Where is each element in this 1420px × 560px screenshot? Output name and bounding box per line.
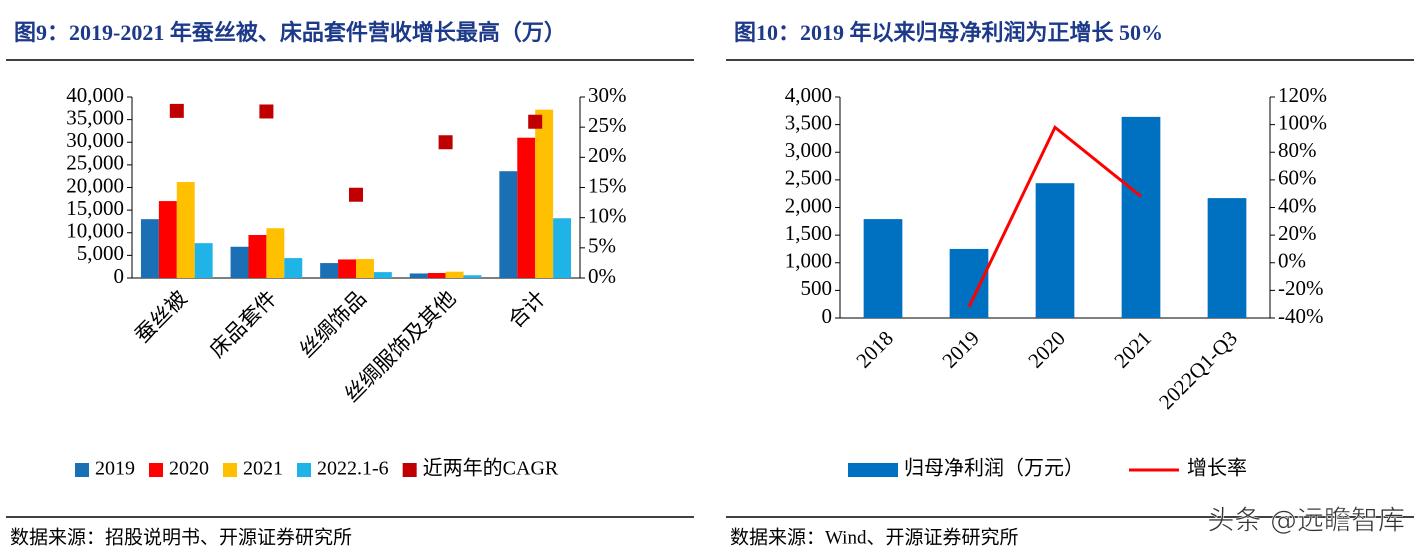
y-tick-label: 5,000 bbox=[77, 241, 124, 265]
bar bbox=[266, 228, 285, 278]
line bbox=[967, 125, 1142, 308]
x-tick-label: 床品套件 bbox=[205, 286, 281, 362]
bar bbox=[445, 271, 464, 278]
watermark: 头条 @远瞻智库 bbox=[1207, 506, 1405, 537]
y2-tick-label: 5% bbox=[588, 234, 616, 258]
y2-tick-label: 0% bbox=[588, 264, 616, 288]
legend-swatch bbox=[223, 463, 237, 477]
y-tick-label: 0 bbox=[114, 264, 125, 288]
y2-tick-label: 20% bbox=[588, 143, 627, 167]
x-tick-label: 蚕丝被 bbox=[130, 286, 192, 348]
x-tick-label: 丝绸饰品 bbox=[295, 286, 371, 362]
bar bbox=[140, 219, 159, 278]
y-tick-label: 30,000 bbox=[66, 128, 124, 152]
legend-swatch bbox=[75, 463, 89, 477]
y-tick-label: 40,000 bbox=[66, 83, 124, 107]
x-tick-label: 2022Q1-Q3 bbox=[1154, 326, 1242, 414]
y-tick-label: 35,000 bbox=[66, 105, 124, 129]
y-tick-label: 10,000 bbox=[66, 219, 124, 243]
bar bbox=[517, 137, 536, 278]
bar bbox=[248, 235, 267, 278]
y-tick-label: 4,000 bbox=[785, 83, 832, 107]
bar bbox=[427, 273, 446, 278]
y2-tick-label: 100% bbox=[1278, 110, 1327, 134]
source: 数据来源：招股说明书、开源证券研究所 bbox=[10, 526, 352, 548]
y-tick-label: 2,000 bbox=[785, 193, 832, 217]
y-tick-label: 0 bbox=[822, 304, 833, 328]
bar bbox=[230, 246, 249, 278]
chart-title: 图10：2019 年以来归母净利润为正增长 50% bbox=[734, 20, 1163, 45]
bar bbox=[356, 258, 374, 278]
scatter-point bbox=[528, 114, 543, 129]
bar bbox=[194, 243, 213, 278]
legend-label: 近两年的CAGR bbox=[423, 457, 559, 480]
y-tick-label: 500 bbox=[801, 276, 833, 300]
bar bbox=[373, 272, 392, 278]
y-tick-label: 20,000 bbox=[66, 173, 124, 197]
legend-swatch bbox=[402, 463, 417, 477]
y-tick-label: 15,000 bbox=[66, 196, 124, 220]
y2-tick-label: 60% bbox=[1278, 166, 1317, 190]
y-tick-label: 3,500 bbox=[785, 110, 832, 134]
y2-tick-label: 25% bbox=[588, 113, 627, 137]
bar bbox=[320, 263, 339, 278]
bar bbox=[863, 219, 903, 318]
bar bbox=[1121, 116, 1161, 318]
scatter-point bbox=[259, 104, 274, 119]
bar bbox=[176, 182, 195, 278]
y2-tick-label: 0% bbox=[1278, 249, 1306, 273]
y2-tick-label: 10% bbox=[588, 203, 627, 227]
y2-tick-label: 120% bbox=[1278, 83, 1327, 107]
scatter-point bbox=[349, 187, 363, 202]
y-tick-label: 2,500 bbox=[785, 166, 832, 190]
x-tick-label: 合计 bbox=[503, 286, 550, 333]
legend-label: 增长率 bbox=[1187, 457, 1247, 480]
legend-label: 2020 bbox=[169, 458, 209, 480]
source: 数据来源：Wind、开源证券研究所 bbox=[730, 526, 1018, 548]
legend-label: 归母净利润（万元） bbox=[904, 457, 1084, 480]
y2-tick-label: 15% bbox=[588, 173, 627, 197]
y-tick-label: 3,000 bbox=[785, 138, 832, 162]
bar bbox=[463, 275, 482, 278]
bar bbox=[499, 171, 518, 278]
legend-swatch bbox=[149, 463, 163, 477]
y-tick-label: 1,500 bbox=[785, 221, 832, 245]
bar bbox=[1207, 198, 1247, 318]
y2-tick-label: 80% bbox=[1278, 138, 1317, 162]
legend-label: 2019 bbox=[95, 458, 135, 480]
legend-swatch bbox=[297, 463, 311, 477]
bar bbox=[409, 273, 428, 278]
bar bbox=[158, 201, 177, 278]
x-tick-label: 2019 bbox=[937, 326, 984, 373]
y2-tick-label: 20% bbox=[1278, 221, 1317, 245]
chart-title: 图9：2019-2021 年蚕丝被、床品套件营收增长最高（万） bbox=[14, 20, 566, 45]
scatter-point bbox=[438, 135, 453, 150]
y2-tick-label: -20% bbox=[1278, 276, 1324, 300]
bar bbox=[949, 248, 989, 318]
y-tick-label: 25,000 bbox=[66, 151, 124, 175]
x-tick-label: 2021 bbox=[1109, 326, 1156, 373]
x-tick-label: 2018 bbox=[851, 326, 898, 373]
legend-label: 2022.1-6 bbox=[317, 458, 389, 480]
y2-tick-label: 30% bbox=[588, 83, 627, 107]
scatter-point bbox=[169, 103, 184, 118]
x-tick-label: 2020 bbox=[1023, 326, 1070, 373]
bar bbox=[535, 109, 554, 278]
bar bbox=[553, 218, 572, 278]
bar bbox=[1035, 183, 1075, 318]
y2-tick-label: 40% bbox=[1278, 193, 1317, 217]
y-tick-label: 1,000 bbox=[785, 249, 832, 273]
legend-label: 2021 bbox=[243, 458, 283, 480]
bar bbox=[338, 259, 356, 278]
legend-swatch bbox=[848, 463, 898, 477]
bar bbox=[284, 258, 303, 278]
y2-tick-label: -40% bbox=[1278, 304, 1324, 328]
